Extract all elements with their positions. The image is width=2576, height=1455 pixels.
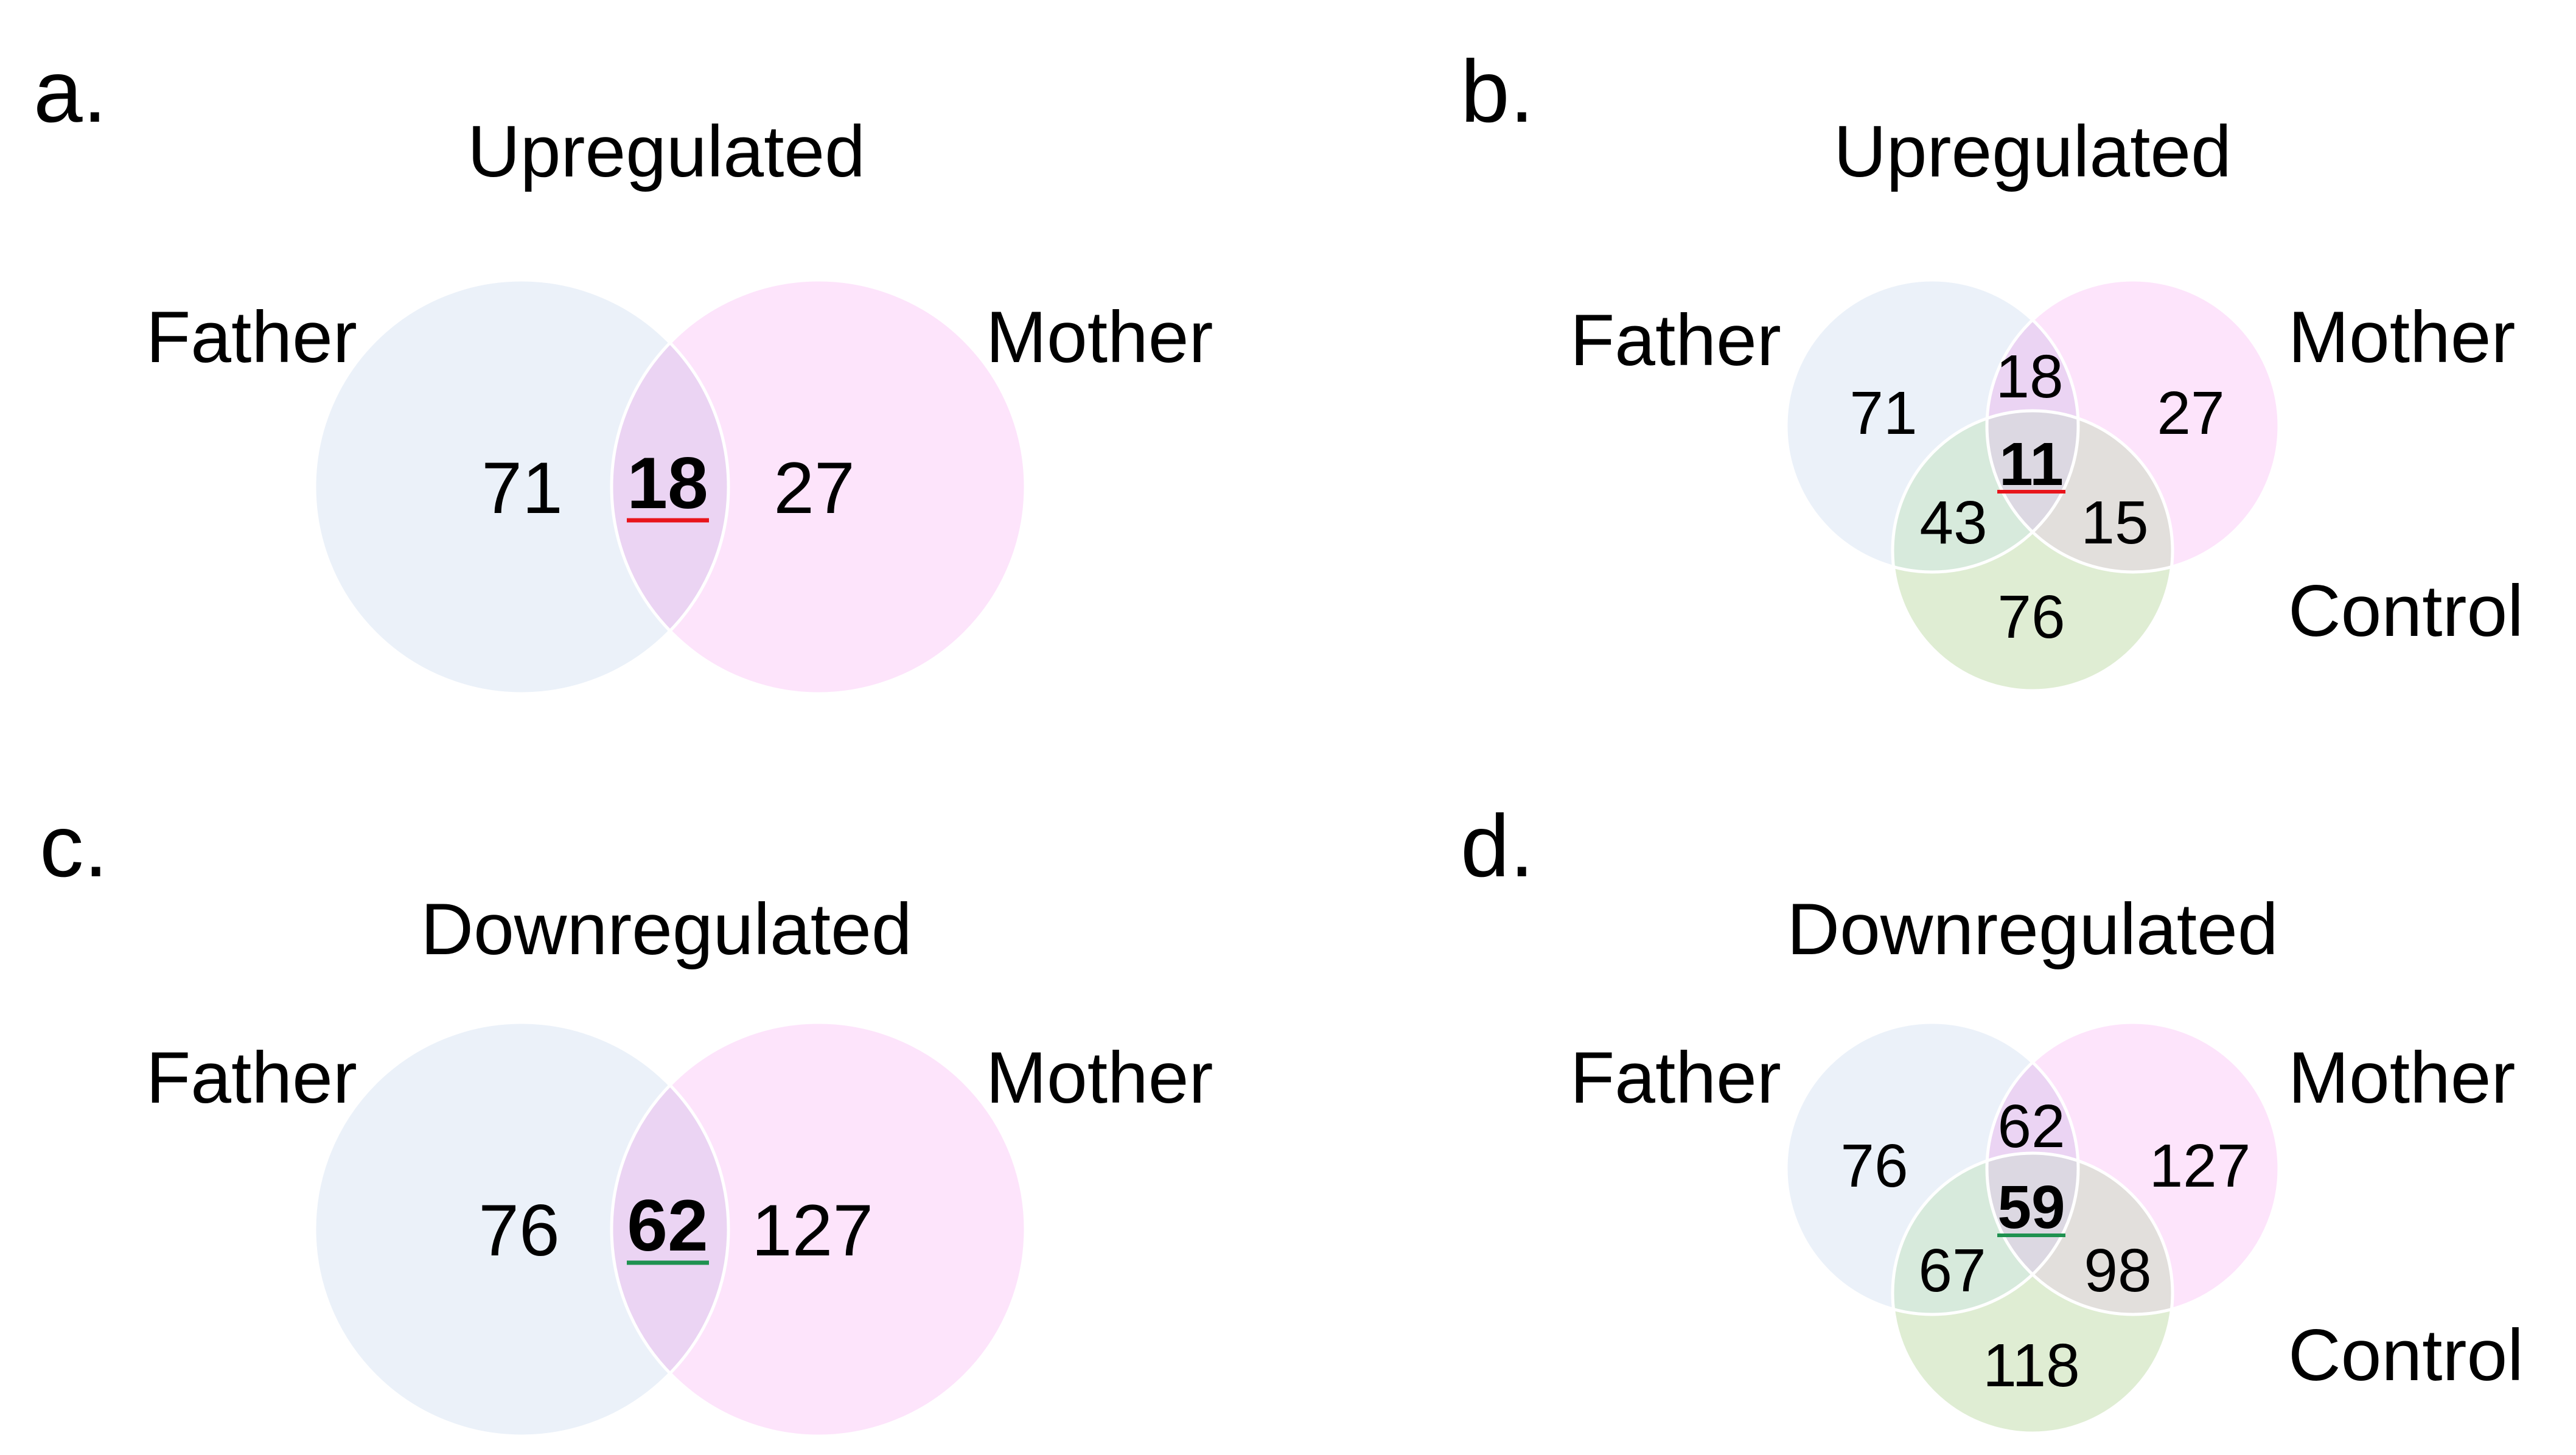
- panel-c-letter: c.: [40, 797, 108, 895]
- panel-d-control-outline: [1891, 1151, 2174, 1435]
- panel-b-father-only-count: 71: [1849, 379, 1917, 447]
- panel-d-control-only-count: 118: [1983, 1331, 2079, 1400]
- panel-b-control-outline: [1891, 409, 2174, 693]
- panel-b-mother-label: Mother: [2288, 296, 2515, 378]
- panel-d-control-label: Control: [2288, 1314, 2524, 1396]
- panel-d-mother-label: Mother: [2288, 1037, 2515, 1118]
- panel-a-father-circle: [315, 280, 728, 694]
- panel-b-father-mother-count: 18: [1995, 343, 2063, 411]
- panel-c-shared-count: 62: [627, 1185, 708, 1266]
- panel-d-mother-outline: [1985, 1021, 2281, 1316]
- panel-d: d. Downregulated Father Mother Control 7…: [1461, 797, 2524, 1435]
- panel-b-control-only-count: 76: [1997, 583, 2065, 651]
- panel-c-father-outline: [313, 1021, 730, 1438]
- panel-a-father-label: Father: [146, 296, 357, 378]
- panel-b-letter: b.: [1461, 42, 1534, 141]
- panel-c-title: Downregulated: [421, 888, 912, 970]
- panel-a-mother-label: Mother: [986, 296, 1213, 378]
- panel-d-father-only-count: 76: [1840, 1132, 1908, 1200]
- panel-d-control-circle: [1893, 1153, 2173, 1433]
- panel-c-mother-label: Mother: [986, 1037, 1213, 1118]
- panel-c: c. Downregulated Father Mother 76 62 127: [40, 797, 1213, 1438]
- panel-b-father-outline: [1784, 278, 2080, 574]
- panel-d-father-outline: [1784, 1021, 2080, 1316]
- panel-b-mother-only-count: 27: [2157, 379, 2224, 447]
- panel-d-father-label: Father: [1570, 1037, 1781, 1118]
- panel-b-title: Upregulated: [1834, 111, 2232, 192]
- panel-a-father-outline: [313, 278, 730, 696]
- panel-b-mother-control-count: 15: [2081, 489, 2148, 557]
- panel-a-father-only-count: 71: [481, 447, 562, 529]
- panel-d-father-control-count: 67: [1918, 1237, 1986, 1305]
- panel-a-shared-count: 18: [627, 442, 708, 524]
- panel-d-mother-control-count: 98: [2084, 1237, 2151, 1305]
- panel-c-mother-outline: [610, 1021, 1027, 1438]
- panel-d-father-mother-count: 62: [1997, 1092, 2065, 1160]
- panel-b-father-control-count: 43: [1919, 489, 1987, 557]
- panel-a: a. Upregulated Father Mother 71 18 27: [33, 42, 1213, 696]
- panel-b-all-three-count: 11: [1999, 430, 2064, 498]
- panel-a-mother-outline: [610, 278, 1027, 696]
- panel-b-control-circle: [1893, 411, 2173, 691]
- panel-d-title: Downregulated: [1787, 888, 2278, 970]
- panel-a-mother-only-count: 27: [773, 447, 854, 529]
- panel-d-letter: d.: [1461, 797, 1534, 895]
- panel-a-title: Upregulated: [467, 111, 865, 192]
- panel-a-letter: a.: [33, 42, 107, 141]
- panel-c-mother-circle: [612, 1022, 1025, 1436]
- panel-c-father-only-count: 76: [478, 1190, 559, 1271]
- panel-b-father-label: Father: [1570, 299, 1781, 381]
- panel-b: b. Upregulated Father Mother Control 71 …: [1461, 42, 2524, 693]
- panel-c-father-circle: [315, 1022, 728, 1436]
- panel-c-father-label: Father: [146, 1037, 357, 1118]
- panel-d-all-three-count: 59: [1997, 1173, 2065, 1241]
- panel-a-mother-circle: [612, 280, 1025, 694]
- panel-c-mother-only-count: 127: [752, 1190, 873, 1271]
- panel-d-mother-only-count: 127: [2149, 1132, 2251, 1200]
- panel-b-mother-outline: [1985, 278, 2281, 574]
- panel-b-control-label: Control: [2288, 570, 2524, 652]
